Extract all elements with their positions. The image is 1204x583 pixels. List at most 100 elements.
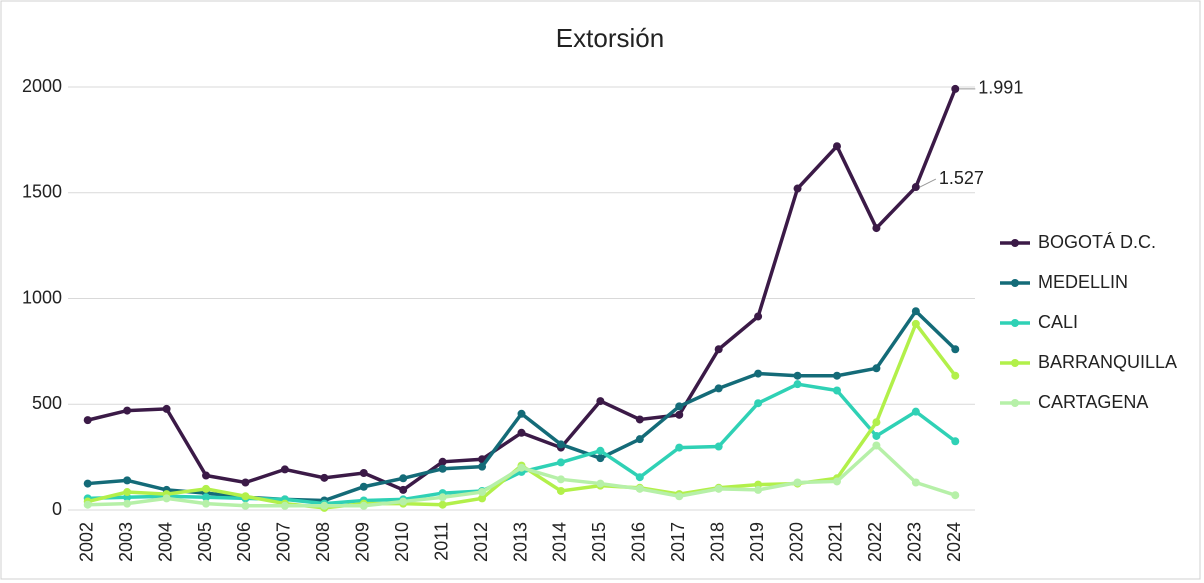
marker [872, 431, 881, 440]
marker [911, 319, 920, 328]
legend-marker [1011, 359, 1019, 367]
marker [754, 312, 763, 321]
marker [517, 409, 526, 418]
marker [832, 477, 841, 486]
x-tick-label: 2015 [589, 522, 609, 562]
legend-label: BARRANQUILLA [1038, 352, 1177, 372]
marker [635, 473, 644, 482]
marker [832, 371, 841, 380]
data-label: 1.991 [978, 78, 1023, 98]
marker [241, 478, 250, 487]
marker [83, 479, 92, 488]
marker [951, 491, 960, 500]
marker [793, 371, 802, 380]
marker [478, 494, 487, 503]
marker [123, 488, 132, 497]
x-tick-label: 2005 [195, 522, 215, 562]
x-tick-label: 2011 [431, 522, 451, 561]
x-tick-label: 2024 [944, 522, 964, 562]
x-tick-label: 2021 [826, 522, 846, 562]
x-tick-label: 2020 [786, 522, 806, 562]
marker [793, 184, 802, 193]
marker [951, 84, 960, 93]
legend-marker [1011, 279, 1019, 287]
marker [359, 468, 368, 477]
marker [714, 442, 723, 451]
y-tick-label: 0 [52, 499, 62, 519]
marker [438, 493, 447, 502]
marker [754, 485, 763, 494]
marker [517, 428, 526, 437]
marker [280, 501, 289, 510]
marker [675, 410, 684, 419]
marker [911, 307, 920, 316]
marker [793, 478, 802, 487]
marker [399, 485, 408, 494]
x-tick-label: 2007 [274, 522, 294, 562]
chart-title: Extorsión [556, 23, 664, 53]
marker [320, 473, 329, 482]
marker [596, 446, 605, 455]
marker [714, 384, 723, 393]
marker [478, 488, 487, 497]
y-tick-label: 2000 [22, 76, 62, 96]
legend-label: BOGOTÁ D.C. [1038, 232, 1156, 252]
marker [241, 501, 250, 510]
x-tick-label: 2002 [76, 522, 96, 562]
marker [872, 224, 881, 233]
marker [635, 435, 644, 444]
marker [951, 371, 960, 380]
marker [556, 475, 565, 484]
marker [202, 471, 211, 480]
marker [83, 500, 92, 509]
marker [675, 443, 684, 452]
marker [675, 402, 684, 411]
marker [911, 478, 920, 487]
x-tick-label: 2016 [629, 522, 649, 562]
x-tick-label: 2013 [510, 522, 530, 562]
marker [556, 440, 565, 449]
x-tick-label: 2006 [234, 522, 254, 562]
marker [241, 492, 250, 501]
marker [714, 484, 723, 493]
marker [202, 499, 211, 508]
marker [793, 380, 802, 389]
leader-line [919, 178, 937, 188]
x-tick-label: 2017 [668, 522, 688, 562]
marker [83, 416, 92, 425]
x-tick-label: 2019 [747, 522, 767, 562]
marker [123, 406, 132, 415]
marker [872, 364, 881, 373]
marker [399, 474, 408, 483]
marker [123, 499, 132, 508]
y-tick-label: 1000 [22, 287, 62, 307]
marker [202, 493, 211, 502]
marker [162, 404, 171, 413]
legend-marker [1011, 239, 1019, 247]
x-tick-label: 2003 [116, 522, 136, 562]
marker [675, 492, 684, 501]
x-tick-label: 2018 [707, 522, 727, 562]
marker [911, 407, 920, 416]
marker [438, 500, 447, 509]
marker [872, 418, 881, 427]
marker [478, 462, 487, 471]
marker [556, 486, 565, 495]
x-tick-label: 2014 [550, 522, 570, 562]
marker [714, 345, 723, 354]
marker [202, 484, 211, 493]
y-tick-label: 1500 [22, 182, 62, 202]
marker [123, 476, 132, 485]
x-tick-label: 2022 [865, 522, 885, 562]
marker [635, 484, 644, 493]
x-tick-label: 2008 [313, 522, 333, 562]
marker [280, 465, 289, 474]
marker [399, 497, 408, 506]
marker [951, 345, 960, 354]
marker [517, 463, 526, 472]
marker [872, 441, 881, 450]
legend-marker [1011, 319, 1019, 327]
marker [951, 437, 960, 446]
